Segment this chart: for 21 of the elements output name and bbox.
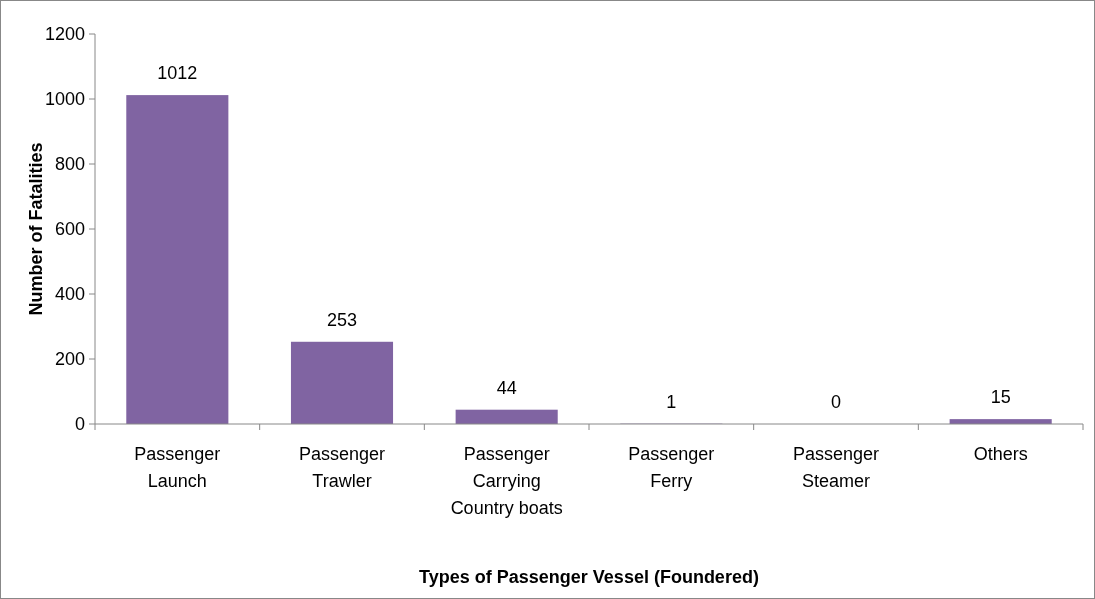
y-tick-label: 600 bbox=[54, 219, 85, 240]
y-tick-label: 800 bbox=[54, 154, 85, 175]
data-label: 15 bbox=[990, 387, 1011, 408]
data-label: 253 bbox=[326, 309, 358, 330]
x-tick-label: Passenger Launch bbox=[134, 444, 221, 491]
x-tick-label: Passenger Carrying Country boats bbox=[450, 444, 563, 518]
data-label: 1012 bbox=[157, 63, 198, 84]
y-tick-label: 1000 bbox=[44, 89, 85, 110]
x-tick-label: Passenger Ferry bbox=[628, 444, 715, 491]
y-tick-label: 200 bbox=[54, 349, 85, 370]
y-axis-title: Number of Fatalities bbox=[26, 142, 46, 316]
y-tick-label: 400 bbox=[54, 284, 85, 305]
data-label: 1 bbox=[666, 391, 677, 412]
x-axis-title: Types of Passenger Vessel (Foundered) bbox=[419, 567, 759, 587]
x-tick-label: Others bbox=[973, 444, 1028, 464]
x-tick-label: Passenger Steamer bbox=[792, 444, 880, 491]
data-label: 0 bbox=[830, 392, 842, 412]
y-tick-label: 1200 bbox=[44, 24, 85, 45]
y-tick-label: 0 bbox=[74, 414, 85, 435]
data-label: 44 bbox=[496, 377, 517, 398]
x-tick-label: Passenger Trawler bbox=[298, 444, 386, 491]
